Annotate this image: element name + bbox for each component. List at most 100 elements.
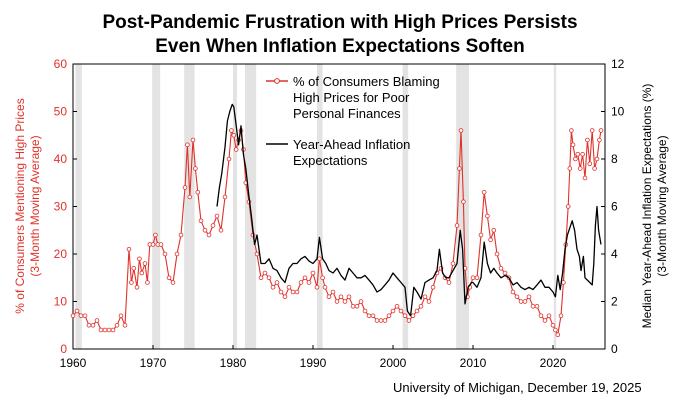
series-point bbox=[430, 284, 436, 290]
series-point bbox=[310, 270, 316, 276]
series-point bbox=[278, 289, 284, 295]
series-point bbox=[134, 284, 140, 290]
series-point bbox=[94, 318, 100, 323]
series-point bbox=[422, 294, 428, 300]
right-axis-label: Median Year-Ahead Inflation Expectations… bbox=[640, 84, 654, 329]
legend-label-expectations-1: Year-Ahead Inflation bbox=[293, 137, 410, 152]
series-point bbox=[366, 313, 372, 319]
series-point bbox=[567, 166, 573, 171]
series-point bbox=[122, 322, 128, 328]
series-point bbox=[485, 213, 490, 219]
recession-band-1 bbox=[152, 64, 161, 349]
source-note: University of Michigan, December 19, 202… bbox=[393, 380, 642, 395]
series-layer bbox=[70, 103, 604, 338]
series-point bbox=[398, 308, 404, 314]
x-tick-label: 1980 bbox=[220, 356, 247, 370]
series-point bbox=[198, 218, 204, 224]
right-tick-label: 8 bbox=[611, 152, 618, 166]
x-tick-label: 1960 bbox=[60, 356, 87, 370]
series-point bbox=[162, 251, 168, 257]
series-point bbox=[454, 223, 460, 228]
x-tick-label: 2020 bbox=[540, 356, 567, 370]
left-tick-label: 0 bbox=[60, 342, 67, 356]
series-point bbox=[538, 313, 544, 319]
series-point bbox=[170, 280, 176, 285]
series-point bbox=[166, 275, 172, 281]
series-point bbox=[142, 261, 148, 266]
series-point bbox=[481, 190, 487, 195]
series-point bbox=[565, 204, 571, 209]
left-tick-label: 50 bbox=[54, 105, 68, 119]
series-point bbox=[314, 284, 320, 290]
chart-subtitle: Even When Inflation Expectations Soften bbox=[155, 36, 524, 57]
series-point bbox=[589, 128, 595, 133]
series-point bbox=[262, 270, 268, 276]
series-point bbox=[386, 313, 392, 319]
series-point bbox=[461, 199, 466, 205]
series-point bbox=[195, 190, 201, 195]
legend: % of Consumers Blaming High Prices for P… bbox=[266, 74, 440, 168]
series-point bbox=[553, 327, 558, 333]
series-point bbox=[131, 265, 137, 271]
series-point bbox=[546, 313, 552, 319]
series-point bbox=[294, 289, 300, 295]
series-point bbox=[390, 308, 396, 314]
series-point bbox=[426, 299, 432, 304]
series-point bbox=[374, 318, 380, 323]
series-point bbox=[302, 275, 308, 281]
right-tick-label: 6 bbox=[611, 200, 618, 214]
series-point bbox=[418, 303, 424, 309]
series-point bbox=[585, 137, 590, 143]
series-point bbox=[522, 299, 528, 304]
series-point bbox=[90, 322, 96, 328]
series-point bbox=[320, 275, 325, 281]
legend-label-prices-3: Personal Finances bbox=[293, 106, 401, 121]
series-point bbox=[550, 322, 556, 328]
recession-bands bbox=[75, 64, 557, 349]
series-point bbox=[350, 303, 356, 309]
series-point bbox=[229, 128, 234, 133]
left-axis-label-sub: (3-Month Moving Average) bbox=[28, 135, 42, 276]
series-point bbox=[573, 156, 578, 162]
series-point bbox=[457, 166, 462, 171]
series-point bbox=[580, 152, 585, 157]
recession-band-2 bbox=[184, 64, 195, 349]
series-point bbox=[222, 194, 228, 200]
series-point bbox=[158, 242, 164, 247]
series-point bbox=[174, 251, 180, 257]
series-point bbox=[126, 247, 132, 252]
series-point bbox=[330, 289, 336, 295]
series-point bbox=[322, 284, 328, 290]
series-point bbox=[354, 303, 360, 309]
series-point bbox=[145, 280, 150, 285]
series-point bbox=[226, 156, 232, 162]
left-tick-label: 60 bbox=[54, 57, 68, 71]
series-point bbox=[178, 232, 184, 238]
series-point bbox=[110, 327, 116, 333]
series-point bbox=[290, 289, 296, 295]
series-point bbox=[514, 294, 520, 300]
series-point bbox=[139, 270, 145, 276]
series-point bbox=[597, 137, 602, 143]
series-point bbox=[474, 275, 480, 281]
series-point bbox=[510, 289, 516, 295]
series-point bbox=[298, 280, 304, 285]
series-line-1 bbox=[216, 103, 602, 317]
series-point bbox=[98, 327, 104, 333]
series-point bbox=[286, 284, 292, 290]
series-point bbox=[530, 303, 536, 309]
x-tick-label: 1990 bbox=[300, 356, 327, 370]
right-axis-label-sub: (3-Month Moving Average) bbox=[655, 135, 669, 276]
series-point bbox=[266, 275, 272, 281]
series-point bbox=[182, 185, 188, 190]
series-point bbox=[233, 147, 239, 152]
left-tick-label: 30 bbox=[54, 200, 68, 214]
series-point bbox=[414, 308, 420, 314]
series-point bbox=[358, 299, 364, 304]
series-point bbox=[410, 313, 416, 319]
series-point bbox=[334, 299, 340, 304]
series-point bbox=[494, 251, 500, 257]
series-point bbox=[470, 275, 476, 281]
series-point bbox=[491, 228, 497, 233]
